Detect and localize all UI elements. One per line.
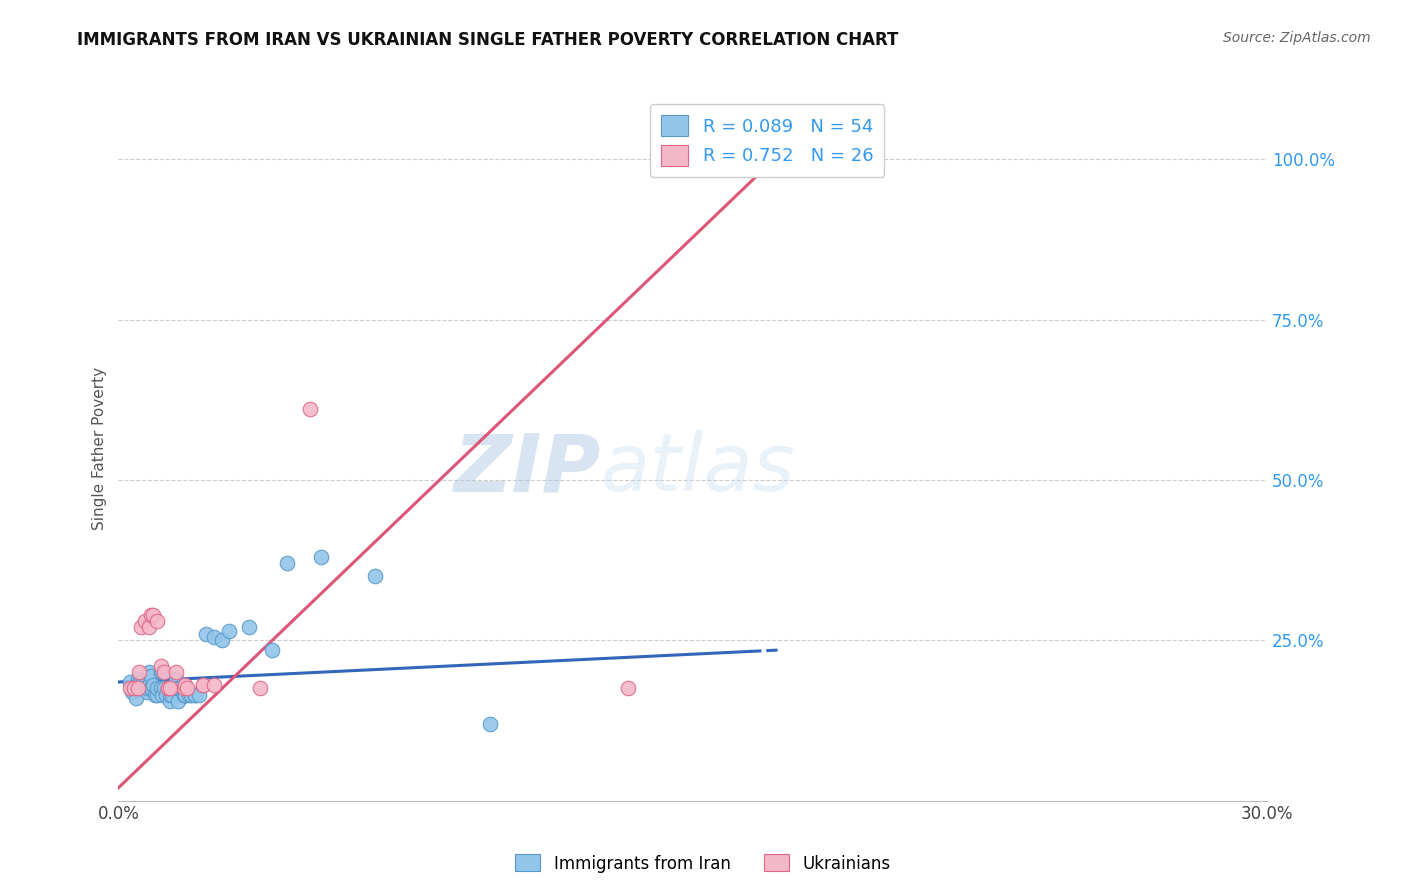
Point bbox=[127, 672, 149, 686]
Point bbox=[184, 688, 207, 702]
Point bbox=[165, 665, 187, 680]
Point bbox=[157, 681, 180, 696]
Point bbox=[298, 402, 321, 417]
Point bbox=[176, 681, 198, 696]
Point bbox=[769, 146, 792, 161]
Point bbox=[166, 681, 188, 696]
Point bbox=[118, 675, 141, 690]
Point bbox=[134, 614, 156, 628]
Point bbox=[174, 688, 197, 702]
Point bbox=[157, 681, 180, 696]
Point bbox=[174, 678, 197, 692]
Point bbox=[138, 620, 160, 634]
Point bbox=[136, 684, 159, 698]
Point bbox=[173, 688, 195, 702]
Point bbox=[153, 681, 176, 696]
Point bbox=[127, 681, 149, 696]
Point bbox=[128, 665, 150, 680]
Point bbox=[139, 668, 162, 682]
Point bbox=[124, 691, 146, 706]
Point bbox=[121, 681, 143, 696]
Point bbox=[131, 675, 153, 690]
Legend: R = 0.089   N = 54, R = 0.752   N = 26: R = 0.089 N = 54, R = 0.752 N = 26 bbox=[651, 104, 884, 177]
Text: atlas: atlas bbox=[600, 430, 796, 508]
Point bbox=[136, 681, 159, 696]
Point bbox=[159, 688, 181, 702]
Point bbox=[131, 681, 153, 696]
Point bbox=[145, 688, 167, 702]
Legend: Immigrants from Iran, Ukrainians: Immigrants from Iran, Ukrainians bbox=[509, 847, 897, 880]
Point bbox=[145, 681, 167, 696]
Point bbox=[131, 620, 153, 634]
Point bbox=[138, 665, 160, 680]
Point bbox=[153, 665, 176, 680]
Text: Source: ZipAtlas.com: Source: ZipAtlas.com bbox=[1223, 31, 1371, 45]
Point bbox=[166, 694, 188, 708]
Point bbox=[128, 675, 150, 690]
Point bbox=[159, 694, 181, 708]
Point bbox=[149, 665, 172, 680]
Point bbox=[184, 688, 207, 702]
Point bbox=[174, 688, 197, 702]
Point bbox=[191, 678, 214, 692]
Point bbox=[211, 633, 233, 648]
Point bbox=[478, 716, 501, 731]
Point bbox=[202, 630, 225, 644]
Point bbox=[191, 678, 214, 692]
Point bbox=[149, 659, 172, 673]
Point bbox=[187, 688, 209, 702]
Text: ZIP: ZIP bbox=[453, 430, 600, 508]
Point bbox=[169, 681, 191, 696]
Point bbox=[179, 688, 201, 702]
Point bbox=[195, 627, 218, 641]
Point bbox=[143, 688, 166, 702]
Point bbox=[132, 681, 155, 696]
Point bbox=[121, 684, 143, 698]
Point bbox=[127, 681, 149, 696]
Point bbox=[155, 688, 177, 702]
Point bbox=[160, 688, 183, 702]
Point bbox=[145, 614, 167, 628]
Point bbox=[139, 681, 162, 696]
Point bbox=[311, 549, 333, 564]
Point bbox=[122, 681, 145, 696]
Point bbox=[238, 620, 260, 634]
Point bbox=[276, 557, 298, 571]
Point bbox=[616, 681, 638, 696]
Point bbox=[138, 678, 160, 692]
Point bbox=[165, 672, 187, 686]
Point bbox=[249, 681, 271, 696]
Point bbox=[152, 665, 174, 680]
Point bbox=[142, 607, 165, 622]
Text: IMMIGRANTS FROM IRAN VS UKRAINIAN SINGLE FATHER POVERTY CORRELATION CHART: IMMIGRANTS FROM IRAN VS UKRAINIAN SINGLE… bbox=[77, 31, 898, 49]
Point bbox=[260, 643, 283, 657]
Point bbox=[134, 678, 156, 692]
Point bbox=[159, 681, 181, 696]
Point bbox=[139, 607, 162, 622]
Point bbox=[180, 688, 202, 702]
Point bbox=[132, 675, 155, 690]
Point bbox=[149, 681, 172, 696]
Y-axis label: Single Father Poverty: Single Father Poverty bbox=[93, 367, 107, 530]
Point bbox=[122, 681, 145, 696]
Point bbox=[218, 624, 240, 638]
Point bbox=[142, 678, 165, 692]
Point bbox=[364, 569, 387, 583]
Point bbox=[173, 681, 195, 696]
Point bbox=[118, 681, 141, 696]
Point bbox=[152, 688, 174, 702]
Point bbox=[202, 678, 225, 692]
